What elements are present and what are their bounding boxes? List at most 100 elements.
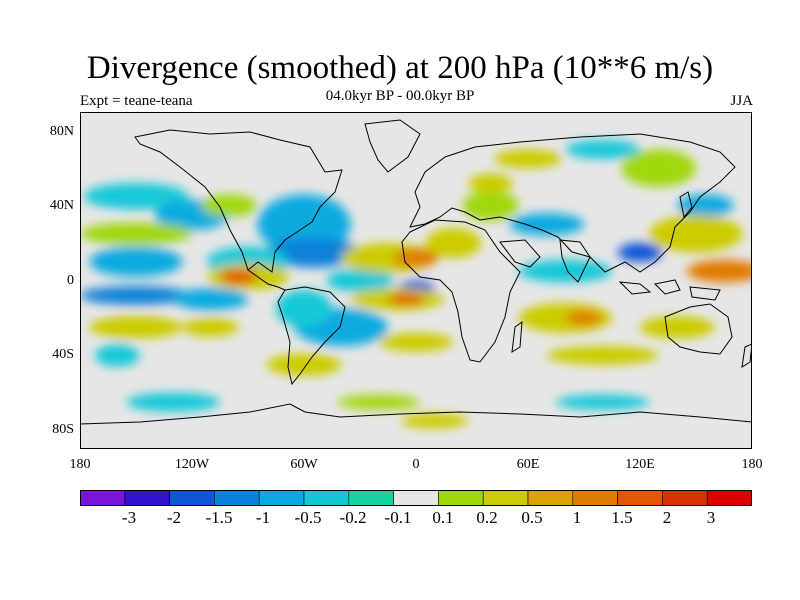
field-anomaly-34 — [565, 310, 603, 326]
field-anomaly-21 — [468, 173, 514, 193]
coast-indonesia — [618, 279, 721, 301]
map-frame — [80, 112, 752, 449]
colorbar-cell-2 — [169, 490, 215, 506]
colorbar-label: 1.5 — [611, 508, 633, 527]
field-anomaly-36 — [89, 316, 183, 339]
coast-new-zealand — [741, 343, 752, 368]
lon-label-180w: 180 — [69, 457, 91, 472]
field-anomaly-25 — [686, 259, 752, 283]
coast-australia — [664, 303, 733, 355]
field-layer — [80, 140, 752, 429]
field-anomaly-27 — [425, 228, 482, 259]
field-anomaly-42 — [401, 413, 469, 429]
coast-arabia — [499, 239, 541, 268]
field-anomaly-44 — [494, 149, 562, 169]
colorbar-label: 2 — [662, 508, 672, 527]
divergence-map — [80, 112, 752, 449]
field-anomaly-37 — [182, 317, 239, 337]
colorbar — [80, 490, 752, 506]
field-anomaly-24 — [649, 214, 743, 253]
colorbar-cell-1 — [124, 490, 170, 506]
map-subtitle: 04.0kyr BP - 00.0kyr BP — [325, 88, 475, 104]
colorbar-cell-10 — [527, 490, 574, 506]
lat-label-40s: 40S — [52, 347, 74, 362]
field-anomaly-8 — [326, 269, 394, 292]
field-anomaly-16 — [565, 140, 640, 159]
lat-label-40n: 40N — [49, 198, 74, 213]
field-anomaly-43 — [621, 149, 697, 187]
colorbar-cell-14 — [706, 490, 752, 506]
colorbar-cell-6 — [348, 490, 394, 506]
field-anomaly-28 — [393, 248, 439, 268]
lon-label-180e: 180 — [741, 457, 763, 472]
season-label: JJA — [730, 93, 753, 109]
field-anomaly-41 — [337, 394, 420, 410]
colorbar-cell-7 — [393, 490, 439, 506]
colorbar-cell-0 — [80, 490, 126, 506]
coast-greenland — [364, 119, 421, 173]
field-anomaly-23 — [201, 194, 258, 217]
field-anomaly-11 — [276, 289, 332, 328]
lat-label-0: 0 — [67, 273, 74, 288]
coast-south-america — [277, 286, 346, 386]
colorbar-cell-8 — [438, 490, 484, 506]
field-anomaly-4 — [89, 246, 183, 277]
field-anomaly-35 — [640, 316, 715, 339]
lon-label-120w: 120W — [174, 457, 210, 472]
field-anomaly-22 — [80, 222, 192, 245]
colorbar-label: 0.5 — [521, 508, 543, 527]
field-anomaly-30 — [220, 269, 258, 285]
colorbar-label: 3 — [706, 508, 716, 527]
field-anomaly-17 — [126, 392, 220, 412]
field-anomaly-12 — [518, 259, 612, 283]
colorbar-cell-9 — [482, 490, 529, 506]
field-anomaly-3 — [266, 237, 360, 268]
lon-label-120e: 120E — [625, 457, 655, 472]
experiment-label: Expt = teane-teana — [80, 93, 193, 109]
coast-north-america — [134, 129, 343, 273]
field-anomaly-39 — [378, 332, 454, 352]
lat-label-80n: 80N — [49, 124, 74, 139]
field-anomaly-20 — [462, 190, 519, 221]
colorbar-cell-4 — [258, 490, 305, 506]
map-title: Divergence (smoothed) at 200 hPa (10**6 … — [86, 50, 714, 86]
colorbar-label: -0.5 — [294, 508, 322, 527]
colorbar-label: -1.5 — [205, 508, 233, 527]
colorbar-cell-12 — [617, 490, 663, 506]
lon-label-0: 0 — [412, 457, 420, 472]
colorbar-cell-11 — [572, 490, 618, 506]
field-anomaly-7 — [173, 287, 248, 311]
colorbar-cell-3 — [214, 490, 260, 506]
colorbar-label: -0.1 — [384, 508, 412, 527]
field-anomaly-6 — [80, 286, 192, 305]
coast-japan — [679, 191, 693, 219]
coast-madagascar — [511, 320, 523, 353]
field-anomaly-15 — [677, 194, 734, 217]
field-anomaly-14 — [617, 243, 663, 262]
field-anomaly-0 — [83, 183, 189, 210]
coastline-layer — [80, 119, 752, 425]
field-anomaly-38 — [266, 353, 342, 376]
lon-label-60e: 60E — [516, 457, 540, 472]
field-anomaly-40 — [546, 346, 659, 365]
lat-label-80s: 80S — [52, 422, 74, 437]
colorbar-label: 0.1 — [432, 508, 454, 527]
colorbar-label: 0.2 — [476, 508, 498, 527]
coast-eurasia — [409, 133, 736, 273]
coast-central-america — [247, 269, 286, 291]
colorbar-label: -2 — [166, 508, 182, 527]
field-anomaly-13 — [509, 213, 584, 236]
coast-antarctica — [80, 403, 752, 425]
colorbar-label: -1 — [255, 508, 271, 527]
field-anomaly-19 — [94, 344, 140, 367]
colorbar-label: -3 — [121, 508, 137, 527]
field-anomaly-18 — [556, 394, 650, 410]
lon-label-60w: 60W — [290, 457, 318, 472]
colorbar-cell-5 — [303, 490, 350, 506]
colorbar-label: -0.2 — [339, 508, 367, 527]
coast-africa — [401, 219, 521, 363]
colorbar-cell-13 — [662, 490, 708, 506]
field-anomaly-32 — [388, 293, 426, 305]
coast-india — [559, 239, 591, 283]
colorbar-label: 1 — [572, 508, 582, 527]
